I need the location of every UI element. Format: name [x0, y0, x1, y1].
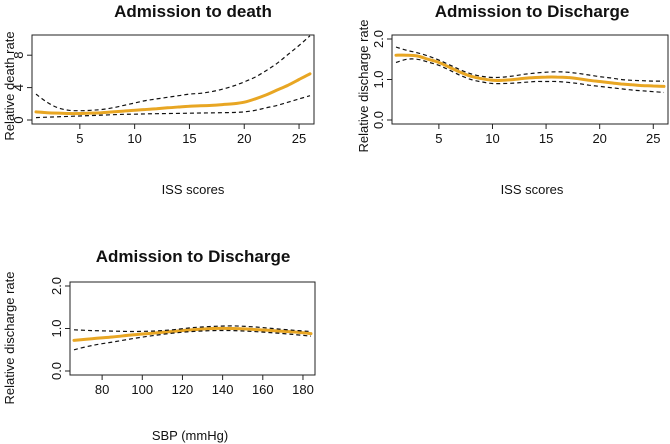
x-tick-label: 10	[127, 131, 141, 146]
y-tick-label: 0	[11, 116, 26, 123]
x-tick-label: 140	[212, 382, 234, 397]
y-tick-label: 2.0	[49, 277, 64, 295]
series-estimate-line	[34, 72, 312, 116]
series-lower-ci-line	[395, 58, 665, 94]
y-tick-label: 4	[11, 84, 26, 91]
x-axis-label: ISS scores	[501, 182, 564, 197]
chart-title: Admission to Discharge	[96, 247, 291, 266]
x-tick-label: 20	[592, 131, 606, 146]
plot-frame	[391, 34, 669, 125]
x-tick-label: 120	[172, 382, 194, 397]
series-upper-ci-line	[395, 46, 665, 82]
panel-admission-to-discharge-iss: Admission to Discharge ISS scores Relati…	[356, 2, 669, 197]
chart-title: Admission to death	[114, 2, 272, 21]
x-tick-label: 100	[131, 382, 153, 397]
series-lower-ci-line	[73, 329, 312, 351]
x-tick-label: 160	[252, 382, 274, 397]
x-axis-label: ISS scores	[162, 182, 225, 197]
x-tick-label: 80	[95, 382, 109, 397]
series-upper-ci-line	[73, 325, 312, 333]
y-axis-label: Relative discharge rate	[2, 272, 17, 405]
series-estimate-line	[72, 326, 313, 342]
series-lower-ci-line	[35, 95, 311, 119]
chart-title: Admission to Discharge	[435, 2, 630, 21]
series-estimate-line	[394, 53, 666, 88]
x-tick-label: 15	[539, 131, 553, 146]
y-tick-label: 0.0	[371, 111, 386, 129]
series-upper-ci-line	[35, 35, 311, 112]
plot-frame	[31, 34, 315, 125]
y-tick-label: 1.0	[371, 70, 386, 88]
x-axis-label: SBP (mmHg)	[152, 428, 228, 443]
x-tick-label: 20	[237, 131, 251, 146]
y-tick-label: 2.0	[371, 30, 386, 48]
x-tick-label: 10	[485, 131, 499, 146]
x-tick-label: 15	[182, 131, 196, 146]
x-tick-label: 180	[292, 382, 314, 397]
y-tick-label: 8	[11, 52, 26, 59]
x-tick-label: 25	[292, 131, 306, 146]
x-tick-label: 25	[646, 131, 660, 146]
y-tick-label: 0.0	[49, 362, 64, 380]
y-axis-label: Relative death rate	[2, 31, 17, 140]
panel-admission-to-death: Admission to death ISS scores Relative d…	[2, 2, 315, 197]
y-tick-label: 1.0	[49, 319, 64, 337]
y-axis-label: Relative discharge rate	[356, 20, 371, 153]
x-tick-label: 5	[76, 131, 83, 146]
x-tick-label: 5	[435, 131, 442, 146]
panel-admission-to-discharge-sbp: Admission to Discharge SBP (mmHg) Relati…	[2, 247, 316, 443]
